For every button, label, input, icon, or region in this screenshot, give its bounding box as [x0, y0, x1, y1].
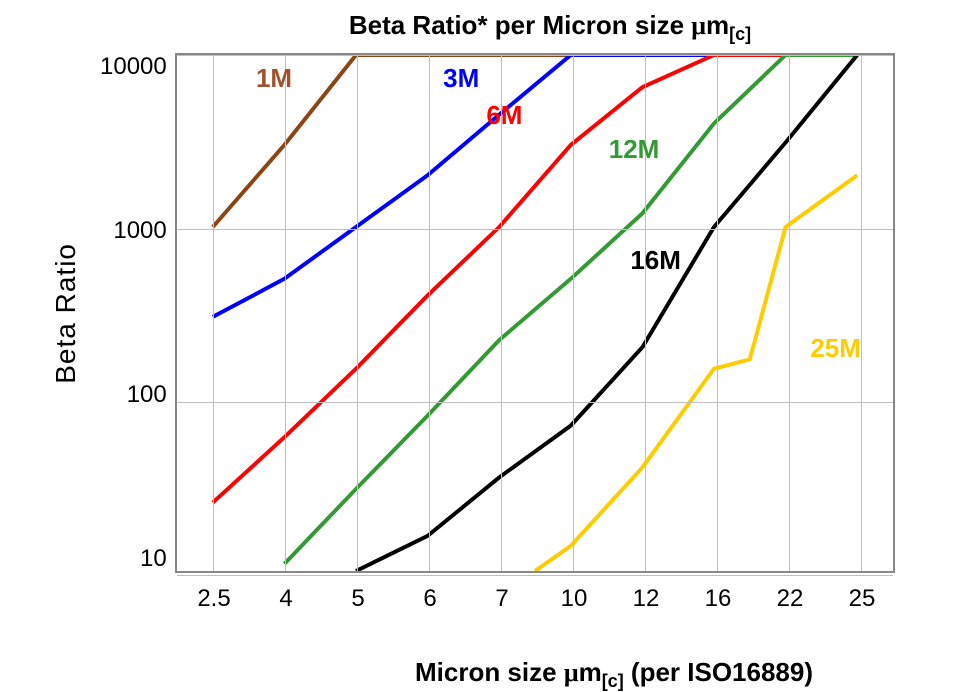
title-sub: [c]: [729, 24, 751, 44]
series-line-6M: [213, 55, 857, 503]
xlabel-mu: μ: [564, 658, 579, 687]
x-tick-label: 25: [849, 585, 876, 613]
gridline-vertical: [213, 55, 214, 571]
series-line-25M: [535, 175, 857, 571]
title-text-1: Beta Ratio* per Micron size: [349, 10, 691, 40]
x-axis-label: Micron size μm[c] (per ISO16889): [278, 657, 950, 692]
gridline-vertical: [789, 55, 790, 571]
gridline-vertical: [501, 55, 502, 571]
x-tick-label: 5: [351, 585, 364, 613]
x-tick-label: 22: [777, 585, 804, 613]
gridline-vertical: [861, 55, 862, 571]
x-tick-label: 12: [633, 585, 660, 613]
y-tick-label: 1000: [113, 217, 166, 245]
x-tick-label: 2.5: [197, 585, 230, 613]
gridline-vertical: [573, 55, 574, 571]
gridline-vertical: [429, 55, 430, 571]
xlabel-sub: [c]: [602, 671, 624, 691]
x-axis-area: 2.5 4 5 6 7 10 12 16 22 25 Micron size μm[c] (per…: [178, 585, 950, 692]
gridline-horizontal: [177, 402, 893, 403]
y-tick-label: 10000: [100, 53, 167, 81]
x-tick-label: 7: [495, 585, 508, 613]
gridline-horizontal: [177, 229, 893, 230]
x-ticks: 2.5 4 5 6 7 10 12 16 22 25: [178, 585, 898, 615]
gridline-horizontal: [177, 575, 893, 576]
x-tick-label: 16: [705, 585, 732, 613]
gridline-vertical: [285, 55, 286, 571]
series-label-12M: 12M: [609, 134, 660, 165]
chart-title: Beta Ratio* per Micron size μm[c]: [150, 10, 950, 45]
gridline-vertical: [357, 55, 358, 571]
plot-wrapper: Beta Ratio 10000 1000 100 10 1M 3M6M 12M 16M 25…: [50, 53, 950, 573]
x-tick-label: 10: [561, 585, 588, 613]
chart-container: Beta Ratio* per Micron size μm[c] Beta R…: [50, 10, 950, 660]
series-line-12M: [284, 55, 857, 564]
title-mu: μ: [691, 11, 706, 40]
gridline-horizontal: [177, 55, 893, 56]
series-label-3M: 3M: [443, 63, 479, 94]
plot-area: 1M 3M6M 12M 16M 25M: [175, 53, 895, 573]
x-tick-label: 6: [423, 585, 436, 613]
series-label-16M: 16M: [630, 245, 681, 276]
series-line-16M: [356, 55, 857, 571]
gridline-vertical: [717, 55, 718, 571]
series-label-6M: 6M: [486, 100, 522, 131]
title-m: m: [706, 10, 729, 40]
y-ticks: 10000 1000 100 10: [100, 53, 167, 573]
y-tick-label: 10: [140, 545, 167, 573]
gridline-vertical: [645, 55, 646, 571]
series-label-1M: 1M: [256, 63, 292, 94]
series-label-25M: 25M: [810, 333, 861, 364]
y-tick-label: 100: [127, 381, 167, 409]
y-axis-label: Beta Ratio: [50, 243, 82, 384]
x-tick-label: 4: [279, 585, 292, 613]
